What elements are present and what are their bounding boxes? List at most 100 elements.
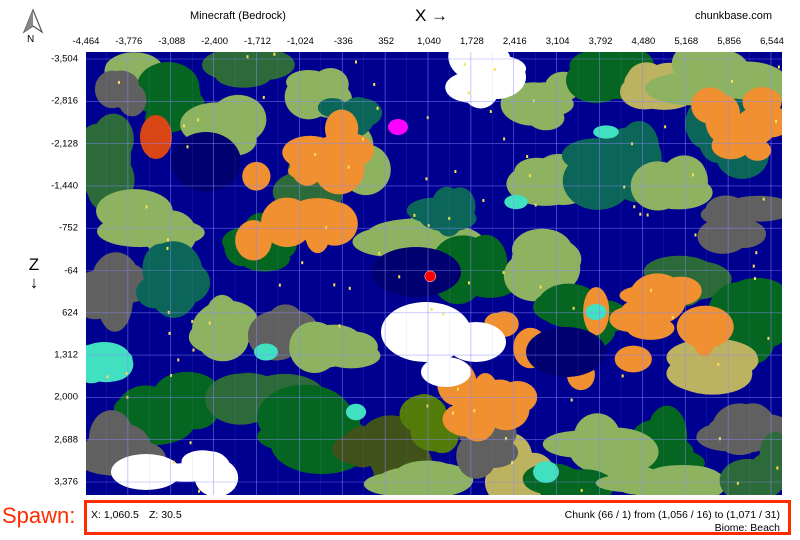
biome-patch [707,412,782,447]
mesa-patch [626,316,675,340]
beach-dot [664,125,667,129]
biome-patch [153,371,221,417]
beach-dot [246,55,249,59]
beach-dot [182,124,185,128]
beach-dot [493,67,496,71]
beach-dot [426,404,429,408]
beach-dot [454,169,457,173]
z-tick-label: -2,816 [51,95,78,107]
beach-dot [511,460,514,464]
x-coordinate: X: 1,060.5 [91,509,139,521]
biome-patch [118,83,147,117]
beach-dot [717,362,720,366]
biome-map-canvas[interactable] [86,52,782,495]
biome-patch [644,175,713,210]
beach-dot [430,307,433,311]
z-tick-label: 3,376 [54,476,78,488]
z-coordinate: Z: 30.5 [149,509,182,521]
mesa-patch [261,197,314,248]
mesa-patch [711,132,751,160]
spawn-marker[interactable] [424,270,437,283]
z-tick-label: -64 [64,265,78,276]
ice-patch [593,125,619,139]
beach-dot [731,79,734,83]
beach-dot [362,137,365,141]
beach-dot [413,213,416,217]
beach-dot [189,441,192,445]
beach-dot [753,277,756,281]
ocean-patch [171,132,241,192]
z-axis-title-part: ↓ [29,273,39,292]
beach-dot [273,52,276,56]
x-tick-label: -2,400 [201,36,229,47]
mesa-patch [333,148,362,178]
beach-dot [208,321,211,325]
beach-dot [489,110,492,114]
biome-patch [165,73,201,120]
map-title: Minecraft (Bedrock) [190,10,286,22]
biome-map[interactable] [86,52,782,495]
biome-patch [196,453,230,477]
beach-dot [776,466,779,470]
z-tick-label: 1,312 [54,349,78,361]
snow-patch [421,357,471,387]
beach-dot [503,137,506,141]
biome-patch [96,264,134,332]
beach-dot [467,91,470,95]
z-axis-title: Z ↓ [24,256,44,292]
biome-patch [500,82,567,126]
beach-dot [777,65,780,69]
beach-dot [301,261,304,265]
x-tick-label: 3,792 [588,36,613,47]
biome-patch [121,218,205,247]
beach-dot [168,331,171,335]
beach-dot [442,312,445,316]
beach-dot [650,288,653,292]
beach-dot [348,286,351,290]
beach-dot [736,481,739,485]
beach-dot [172,460,175,464]
x-tick-label: 5,856 [717,36,742,47]
beach-dot [775,119,778,123]
mesa-patch [614,345,652,373]
ocean-patch [371,247,461,297]
beach-dot [145,205,148,209]
beach-dot [463,62,466,66]
beach-dot [762,197,765,201]
beach-dot [278,283,281,287]
biome-patch [635,480,691,495]
beach-dot [427,224,430,228]
x-tick-label: -1,712 [244,36,271,47]
coordinate-info-box: X: 1,060.5 Z: 30.5 Chunk (66 / 1) from (… [84,500,791,535]
mesa-patch [620,297,675,325]
z-tick-label: -3,504 [51,53,78,65]
beach-dot [752,264,755,268]
beach-dot [718,437,721,441]
mesa-patch [659,276,702,306]
beach-dot [117,80,120,84]
beach-dot [197,118,200,122]
site-name[interactable]: chunkbase.com [694,10,772,22]
beach-dot [398,275,401,279]
red-mesa-patch [140,115,172,159]
mesa-patch [692,309,717,357]
beach-dot [534,203,537,207]
x-tick-label: 5,168 [674,36,699,47]
x-axis-title: X → [415,6,449,25]
x-tick-label: 1,728 [459,36,484,47]
beach-dot [692,173,695,177]
ice-patch [504,194,528,210]
biome-patch [742,306,782,348]
z-tick-label: -1,440 [51,180,78,192]
beach-dot [528,174,531,178]
biome-patch [342,426,384,468]
beach-dot [191,319,194,323]
beach-dot [186,145,189,149]
beach-dot [572,306,575,310]
biome-patch [143,241,203,303]
beach-dot [166,238,169,242]
beach-dot [167,310,170,314]
x-tick-label: 352 [378,36,395,47]
x-tick-label: -336 [333,36,353,47]
beach-dot [755,251,758,255]
